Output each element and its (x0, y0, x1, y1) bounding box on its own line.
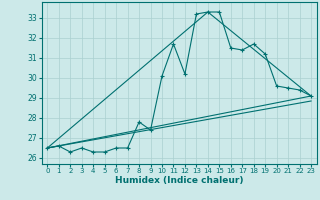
X-axis label: Humidex (Indice chaleur): Humidex (Indice chaleur) (115, 176, 244, 185)
